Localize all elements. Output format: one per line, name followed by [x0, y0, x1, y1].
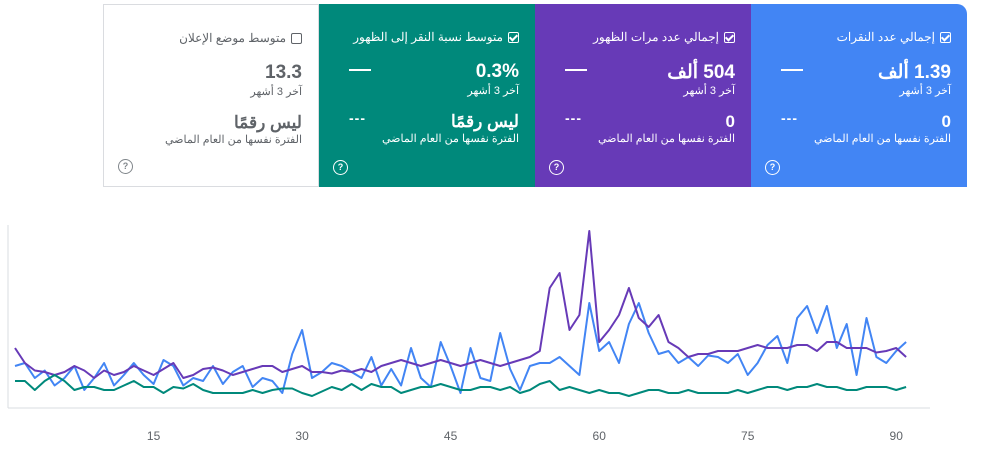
x-tick-label: 75 [741, 429, 755, 443]
metric-card-position[interactable]: متوسط موضع الإعلان 13.3 آخر 3 أشهر ليس ر… [103, 4, 319, 187]
help-icon[interactable]: ? [118, 159, 133, 174]
metric-value: 0.3% [475, 61, 519, 82]
series-line-ctr [15, 374, 907, 397]
performance-chart[interactable]: 15 30 45 60 75 90 [0, 220, 981, 454]
x-tick-label: 30 [295, 429, 309, 443]
compare-dots-icon: --- [349, 110, 366, 126]
x-tick-label: 60 [593, 429, 607, 443]
compare-label: الفترة نفسها من العام الماضي [598, 133, 735, 145]
checkbox-checked-icon[interactable] [508, 31, 519, 43]
metric-title[interactable]: إجمالي عدد النقرات [837, 30, 951, 44]
series-layer [14, 230, 907, 397]
metric-title[interactable]: متوسط نسبة النقر إلى الظهور [353, 30, 519, 44]
series-line-clicks [14, 302, 907, 394]
help-icon[interactable]: ? [333, 160, 348, 175]
metric-value: 13.3 [265, 62, 302, 83]
metric-period: آخر 3 أشهر [467, 85, 519, 97]
legend-dash-icon [781, 69, 803, 71]
compare-dots-icon: --- [565, 110, 582, 126]
x-axis-ticks: 15 30 45 60 75 90 [147, 429, 903, 443]
legend-dash-icon [349, 69, 371, 71]
metric-title[interactable]: متوسط موضع الإعلان [179, 31, 302, 45]
checkbox-unchecked-icon[interactable] [291, 32, 302, 44]
checkbox-checked-icon[interactable] [940, 31, 951, 43]
compare-label: الفترة نفسها من العام الماضي [165, 134, 302, 146]
x-tick-label: 15 [147, 429, 161, 443]
legend-dash-icon [565, 69, 587, 71]
help-icon[interactable]: ? [549, 160, 564, 175]
compare-value: ليس رقمًا [233, 113, 302, 132]
checkbox-checked-icon[interactable] [724, 31, 735, 43]
compare-label: الفترة نفسها من العام الماضي [814, 133, 951, 145]
metric-cards: إجمالي عدد النقرات 1.39 ألف آخر 3 أشهر -… [103, 4, 967, 187]
metric-card-impressions[interactable]: إجمالي عدد مرات الظهور 504 ألف آخر 3 أشه… [535, 4, 751, 187]
metric-card-ctr[interactable]: متوسط نسبة النقر إلى الظهور 0.3% آخر 3 أ… [319, 4, 535, 187]
help-icon[interactable]: ? [765, 160, 780, 175]
metric-period: آخر 3 أشهر [250, 86, 302, 98]
x-tick-label: 45 [444, 429, 458, 443]
compare-value: 0 [725, 112, 735, 131]
compare-value: 0 [941, 112, 951, 131]
compare-dots-icon: --- [781, 110, 798, 126]
metric-title[interactable]: إجمالي عدد مرات الظهور [593, 30, 735, 44]
series-line-impr [14, 230, 907, 379]
metric-value: 504 ألف [667, 62, 735, 83]
metric-period: آخر 3 أشهر [899, 85, 951, 97]
metric-value: 1.39 ألف [878, 62, 951, 83]
x-tick-label: 90 [890, 429, 904, 443]
metric-card-clicks[interactable]: إجمالي عدد النقرات 1.39 ألف آخر 3 أشهر -… [751, 4, 967, 187]
metric-period: آخر 3 أشهر [683, 85, 735, 97]
compare-label: الفترة نفسها من العام الماضي [382, 133, 519, 145]
compare-value: ليس رقمًا [450, 112, 519, 131]
